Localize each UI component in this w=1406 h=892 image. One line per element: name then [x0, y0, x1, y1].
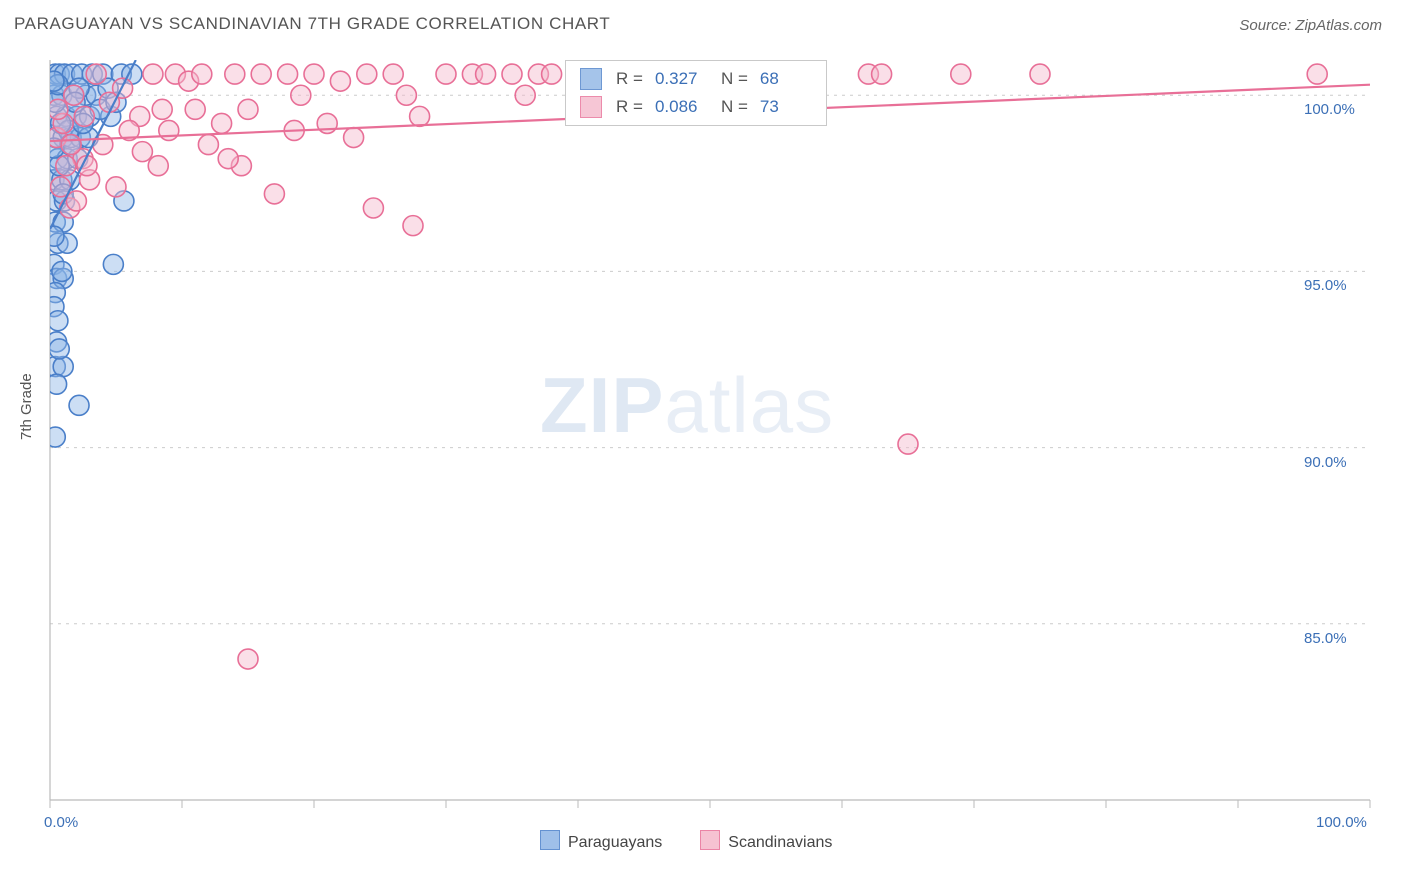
chart-source: Source: ZipAtlas.com [1239, 17, 1382, 34]
data-point [898, 434, 918, 454]
data-point [198, 135, 218, 155]
scatter-plot [0, 40, 1406, 870]
data-point [502, 64, 522, 84]
data-point [69, 395, 89, 415]
y-tick-label: 90.0% [1304, 454, 1347, 471]
data-point [185, 99, 205, 119]
data-point [304, 64, 324, 84]
data-point [48, 311, 68, 331]
data-point [64, 85, 84, 105]
stat-label-r: R = [616, 69, 643, 89]
data-point [542, 64, 562, 84]
data-point [515, 85, 535, 105]
stats-row: R = 0.086 N = 73 [566, 93, 826, 121]
legend-item: Scandinavians [700, 830, 832, 852]
data-point [330, 71, 350, 91]
data-point [148, 156, 168, 176]
stat-label-r: R = [616, 97, 643, 117]
legend: Paraguayans Scandinavians [540, 830, 832, 852]
x-tick-label: 100.0% [1316, 814, 1367, 831]
data-point [86, 64, 106, 84]
correlation-stats-box: R = 0.327 N = 68 R = 0.086 N = 73 [565, 60, 827, 126]
data-point [44, 71, 64, 91]
stat-value-n: 68 [760, 69, 812, 89]
data-point [403, 216, 423, 236]
series-swatch [580, 68, 602, 90]
data-point [103, 254, 123, 274]
legend-swatch [700, 830, 720, 850]
data-point [436, 64, 456, 84]
data-point [357, 64, 377, 84]
data-point [48, 99, 68, 119]
data-point [251, 64, 271, 84]
data-point [264, 184, 284, 204]
legend-swatch [540, 830, 560, 850]
y-tick-label: 95.0% [1304, 277, 1347, 294]
data-point [44, 226, 64, 246]
chart-area: ZIPatlas 7th Grade R =0.327N =68R =0.086… [0, 40, 1406, 870]
data-point [159, 120, 179, 140]
legend-label: Scandinavians [728, 834, 832, 851]
legend-item: Paraguayans [540, 830, 662, 852]
data-point [132, 142, 152, 162]
data-point [66, 191, 86, 211]
data-point [344, 128, 364, 148]
stat-value-r: 0.327 [655, 69, 707, 89]
series-swatch [580, 96, 602, 118]
data-point [951, 64, 971, 84]
data-point [74, 106, 94, 126]
stat-value-r: 0.086 [655, 97, 707, 117]
data-point [45, 427, 65, 447]
y-axis-label: 7th Grade [18, 373, 35, 440]
data-point [106, 177, 126, 197]
data-point [143, 64, 163, 84]
data-point [225, 64, 245, 84]
data-point [52, 261, 72, 281]
stat-label-n: N = [721, 69, 748, 89]
data-point [410, 106, 430, 126]
data-point [363, 198, 383, 218]
stats-row: R = 0.327 N = 68 [566, 65, 826, 93]
data-point [396, 85, 416, 105]
data-point [238, 649, 258, 669]
data-point [61, 135, 81, 155]
data-point [77, 156, 97, 176]
y-tick-label: 85.0% [1304, 630, 1347, 647]
data-point [383, 64, 403, 84]
data-point [291, 85, 311, 105]
chart-title: PARAGUAYAN VS SCANDINAVIAN 7TH GRADE COR… [14, 14, 610, 34]
data-point [872, 64, 892, 84]
data-point [192, 64, 212, 84]
data-point [212, 113, 232, 133]
data-point [1307, 64, 1327, 84]
y-tick-label: 100.0% [1304, 101, 1355, 118]
data-point [152, 99, 172, 119]
chart-header: PARAGUAYAN VS SCANDINAVIAN 7TH GRADE COR… [0, 0, 1406, 40]
data-point [278, 64, 298, 84]
data-point [476, 64, 496, 84]
stat-label-n: N = [721, 97, 748, 117]
x-tick-label: 0.0% [44, 814, 78, 831]
data-point [238, 99, 258, 119]
data-point [1030, 64, 1050, 84]
stat-value-n: 73 [760, 97, 812, 117]
legend-label: Paraguayans [568, 834, 662, 851]
data-point [49, 339, 69, 359]
data-point [56, 156, 76, 176]
data-point [218, 149, 238, 169]
